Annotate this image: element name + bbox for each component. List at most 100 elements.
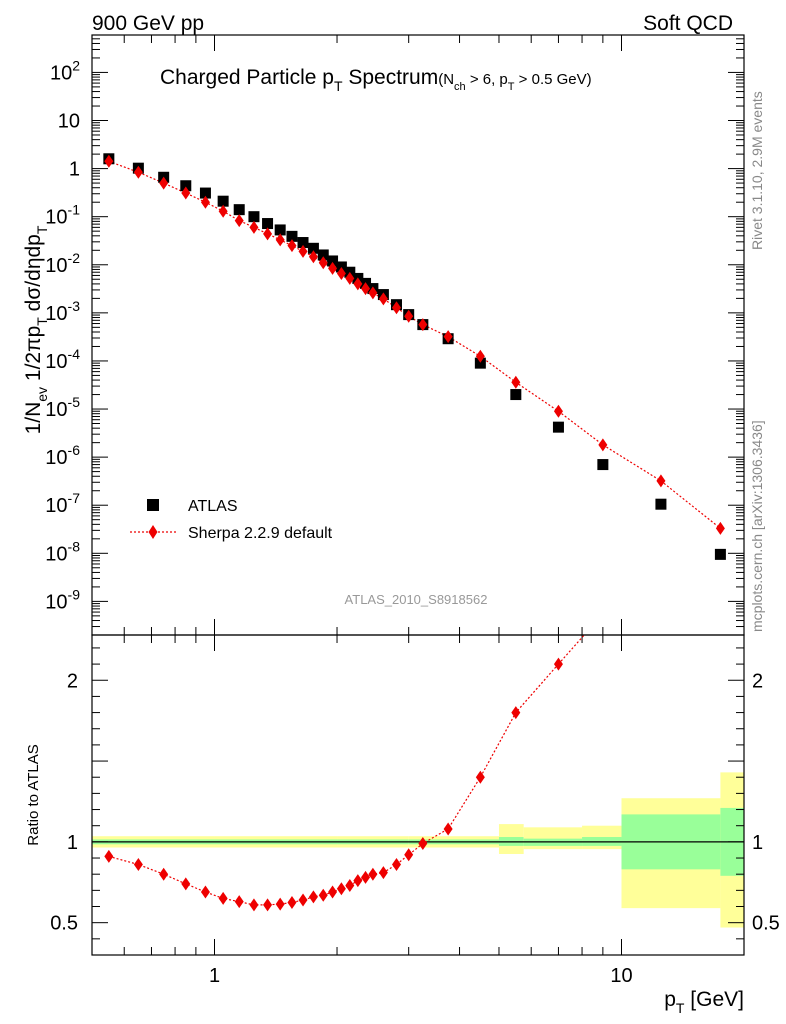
sherpa-point [200,195,210,209]
ratio-sherpa-point [328,885,338,899]
ratio-sherpa-point [404,848,414,862]
sherpa-point [308,250,318,264]
sherpa-point [298,244,308,258]
title-cut-sub2: T [508,81,515,93]
sherpa-point [511,375,521,389]
ratio-sherpa-point [475,770,485,784]
sherpa-point [181,186,191,200]
legend-label-atlas: ATLAS [188,498,238,515]
sherpa-point [318,256,328,270]
atlas-point [180,180,192,192]
main-panel: 10-9 10-8 10-7 10-6 10-5 10-4 10-3 10-2 10-1 1 10 1… [45,34,745,636]
ratio-xtick-label: 1 [209,965,220,987]
atlas-point [217,195,229,207]
main-ytick-label: 10 [58,111,80,133]
legend-label-sherpa: Sherpa 2.2.9 default [188,525,333,542]
ratio-frame [91,634,745,956]
main-ytick-label: 10-6 [45,442,80,469]
ratio-sherpa-point [418,836,428,850]
header-left: 900 GeV pp [92,12,204,35]
sherpa-point [361,282,371,296]
sherpa-point [345,271,355,285]
ratio-sherpa-point [318,888,328,902]
ratio-ytick-label-right: 0.5 [752,913,780,935]
title-cut-sub1: ch [454,81,466,93]
ratio-sherpa-point [181,877,191,891]
sherpa-point [715,521,725,535]
main-ytick-label: 10-2 [45,250,80,277]
ratio-xtick-label: 10 [610,965,632,987]
atlas-point [307,242,319,254]
atlas-point [199,187,211,199]
ratio-ytick-label-right: 1 [752,832,763,854]
ratio-sherpa-point [345,879,355,893]
ratio-xlabel: pT [GeV] [664,988,744,1016]
sherpa-point [218,204,228,218]
main-ytick-label: 10-5 [45,394,80,421]
atlas-point [286,230,298,242]
atlas-point [262,218,274,230]
ratio-sherpa-point [159,867,169,881]
header-right: Soft QCD [643,12,733,35]
ratio-sherpa-point [443,822,453,836]
sherpa-point [104,154,114,168]
sherpa-point [328,261,338,275]
atlas-point [510,389,522,401]
sherpa-point [263,227,273,241]
ratio-sherpa-point [336,882,346,896]
main-ytick-label: 10-7 [45,490,80,517]
sherpa-point [391,301,401,315]
sherpa-point [598,438,608,452]
sherpa-point [378,292,388,306]
analysis-watermark: ATLAS_2010_S8918562 [345,592,488,607]
atlas-point [714,548,726,560]
mcplots-label: mcplots.cern.ch [arXiv:1306.3436] [749,420,765,632]
sherpa-point [368,286,378,300]
ratio-sherpa-point [218,891,228,905]
sherpa-point [553,404,563,418]
atlas-point [233,204,245,216]
title-cut: (N [438,71,454,88]
ratio-sherpa-point [553,657,563,671]
ratio-ytick-label-right: 2 [752,670,763,692]
sherpa-point [656,474,666,488]
ratio-sherpa-point [275,897,285,911]
ratio-sherpa-point [308,890,318,904]
ratio-sherpa-line [108,663,559,906]
atlas-point [248,211,260,223]
ratio-sherpa-point [378,866,388,880]
atlas-point [274,224,286,236]
ratio-sherpa-point [368,867,378,881]
sherpa-point [404,309,414,323]
sherpa-point [353,277,363,291]
atlas-point [327,255,339,267]
legend-marker-atlas [147,499,159,511]
atlas-point [552,421,564,433]
ratio-ylabel: Ratio to ATLAS [25,744,42,845]
ratio-panel: 0.5 0.5 1 1 2 2 1 10 [50,634,780,987]
atlas-point [474,357,486,369]
main-ytick-label: 102 [50,57,80,84]
sherpa-point [475,349,485,363]
chart-title: Charged Particle pT Spectrum(Nch > 6, pT… [160,66,592,94]
main-ytick-label: 10-9 [45,586,80,613]
ratio-sherpa-point [511,706,521,720]
rivet-label: Rivet 3.1.10, 2.9M events [749,91,765,250]
atlas-point [597,459,609,471]
main-frame [91,34,745,636]
ratio-sherpa-point [361,870,371,884]
sherpa-point [287,239,297,253]
legend-marker-sherpa [148,525,158,539]
ratio-sherpa-point [234,895,244,909]
ratio-sherpa-point [104,849,114,863]
sherpa-point [275,233,285,247]
main-ytick-label: 10-4 [45,346,80,373]
ratio-sherpa-point [391,857,401,871]
title-main: Charged Particle p [160,66,334,89]
ratio-sherpa-point [298,893,308,907]
sherpa-point [159,176,169,190]
main-ytick-label: 10-3 [45,298,80,325]
main-ytick-label: 10-1 [45,202,80,229]
sherpa-point [443,330,453,344]
